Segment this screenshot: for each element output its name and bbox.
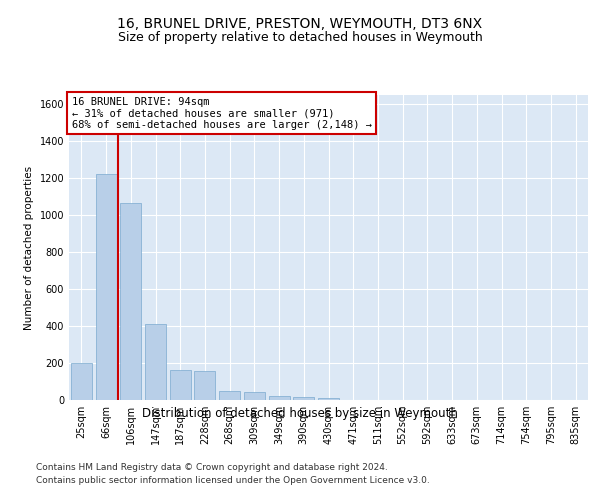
Bar — [269, 396, 290, 400]
Bar — [318, 398, 339, 400]
Bar — [71, 363, 92, 400]
Bar — [219, 391, 240, 400]
Bar — [95, 174, 116, 400]
Text: Contains HM Land Registry data © Crown copyright and database right 2024.: Contains HM Land Registry data © Crown c… — [36, 462, 388, 471]
Bar — [244, 392, 265, 400]
Bar — [293, 397, 314, 400]
Text: 16, BRUNEL DRIVE, PRESTON, WEYMOUTH, DT3 6NX: 16, BRUNEL DRIVE, PRESTON, WEYMOUTH, DT3… — [118, 18, 482, 32]
Bar — [145, 324, 166, 400]
Bar — [120, 203, 141, 400]
Bar — [170, 370, 191, 400]
Text: 16 BRUNEL DRIVE: 94sqm
← 31% of detached houses are smaller (971)
68% of semi-de: 16 BRUNEL DRIVE: 94sqm ← 31% of detached… — [71, 96, 371, 130]
Text: Contains public sector information licensed under the Open Government Licence v3: Contains public sector information licen… — [36, 476, 430, 485]
Y-axis label: Number of detached properties: Number of detached properties — [24, 166, 34, 330]
Text: Distribution of detached houses by size in Weymouth: Distribution of detached houses by size … — [142, 408, 458, 420]
Bar — [194, 372, 215, 400]
Text: Size of property relative to detached houses in Weymouth: Size of property relative to detached ho… — [118, 31, 482, 44]
